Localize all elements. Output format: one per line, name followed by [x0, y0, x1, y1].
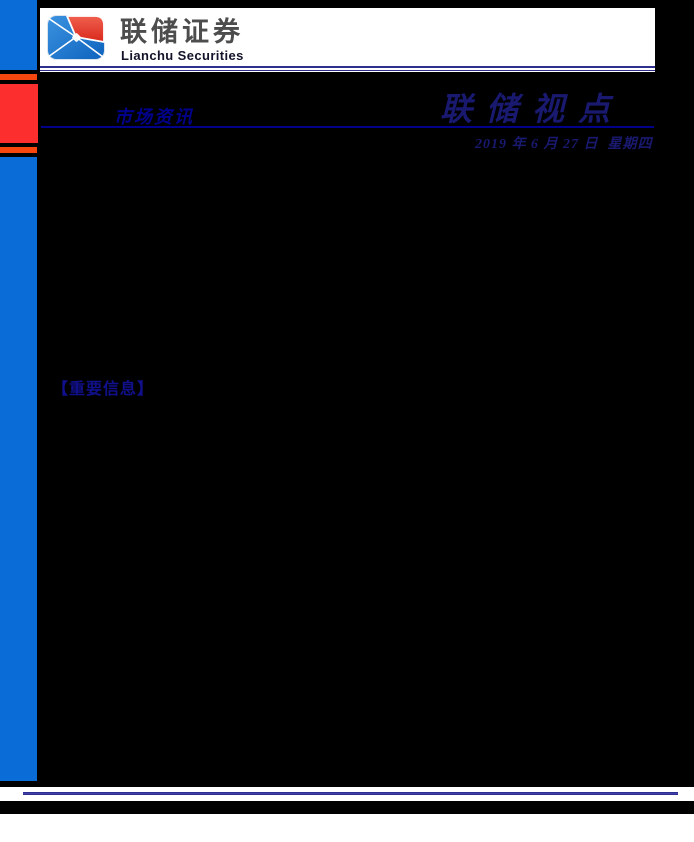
brand-name-cn: 联储证券: [120, 17, 244, 47]
date-line: 2019 年 6 月 27 日 星期四: [475, 137, 653, 152]
logo-divider-double-line: [40, 66, 655, 71]
masthead-underline: [41, 126, 654, 128]
sidebar-blue-bar-top: [0, 0, 37, 70]
sidebar-orange-stripe-2: [0, 147, 37, 153]
sidebar-blue-bar-main: [0, 157, 37, 781]
brand-name-en: Lianchu Securities: [121, 48, 244, 63]
sidebar-orange-stripe-1: [0, 74, 37, 80]
masthead-title: 联 储 视 点: [440, 91, 614, 127]
footer-black-strip: [0, 801, 694, 814]
lianchu-logo-icon: [47, 15, 105, 60]
important-info-label: 【重要信息】: [52, 381, 155, 398]
section-label: 市场资讯: [114, 107, 194, 127]
footer-rule-line: [23, 792, 678, 795]
page-bottom-margin: [0, 814, 694, 842]
logo-banner: 联储证券 Lianchu Securities: [40, 8, 655, 72]
footer-white-strip: [0, 787, 694, 801]
sidebar-red-block: [0, 84, 38, 143]
content-area: 联储证券 Lianchu Securities 市场资讯 联 储 视 点 201…: [0, 0, 694, 787]
